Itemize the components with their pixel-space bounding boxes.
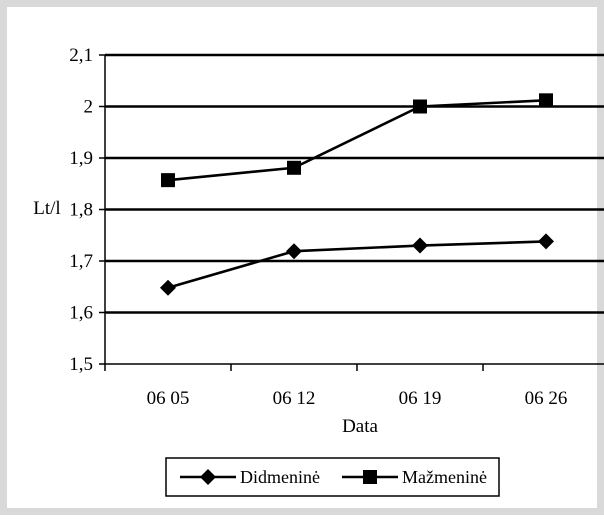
data-point-diamond (538, 233, 554, 250)
gridlines (105, 53, 604, 314)
y-tick-label: 1,5 (69, 354, 93, 375)
y-tick-label: 1,8 (69, 200, 93, 221)
line-chart: 1,5 1,6 1,7 1,8 1,9 2 2,1 06 05 06 12 06 19 06 26… (33, 45, 604, 497)
data-point-diamond (286, 243, 302, 260)
data-point-diamond (412, 237, 428, 254)
x-tick-label: 06 05 (147, 388, 190, 409)
legend-marker-diamond (200, 469, 216, 485)
legend-marker-square (363, 470, 377, 484)
series-line-1 (167, 240, 547, 290)
data-point-square (287, 160, 301, 175)
data-point-square (539, 93, 553, 108)
x-tick-label: 06 26 (525, 388, 568, 409)
y-tick-label: 1,9 (69, 148, 93, 169)
y-tick-label: 1,7 (69, 251, 93, 272)
y-tick-label: 2 (84, 97, 94, 118)
data-point-square (161, 173, 175, 188)
series-lines (160, 93, 554, 296)
axes (99, 54, 604, 371)
data-point-diamond (160, 279, 176, 296)
y-tick-label: 2,1 (69, 45, 93, 66)
x-axis-title: Data (342, 416, 378, 437)
data-point-square (413, 99, 427, 114)
series-line-2 (167, 99, 547, 182)
y-axis-title: Lt/l (33, 198, 60, 219)
legend: Didmeninė Mažmeninė (165, 457, 500, 497)
x-tick-label: 06 19 (399, 388, 442, 409)
x-tick-label: 06 12 (273, 388, 316, 409)
legend-label: Didmeninė (240, 467, 320, 487)
y-tick-label: 1,6 (69, 303, 93, 324)
y-tick-labels: 1,5 1,6 1,7 1,8 1,9 2 2,1 (69, 45, 93, 375)
x-tick-labels: 06 05 06 12 06 19 06 26 (147, 388, 568, 409)
legend-label: Mažmeninė (402, 467, 487, 487)
